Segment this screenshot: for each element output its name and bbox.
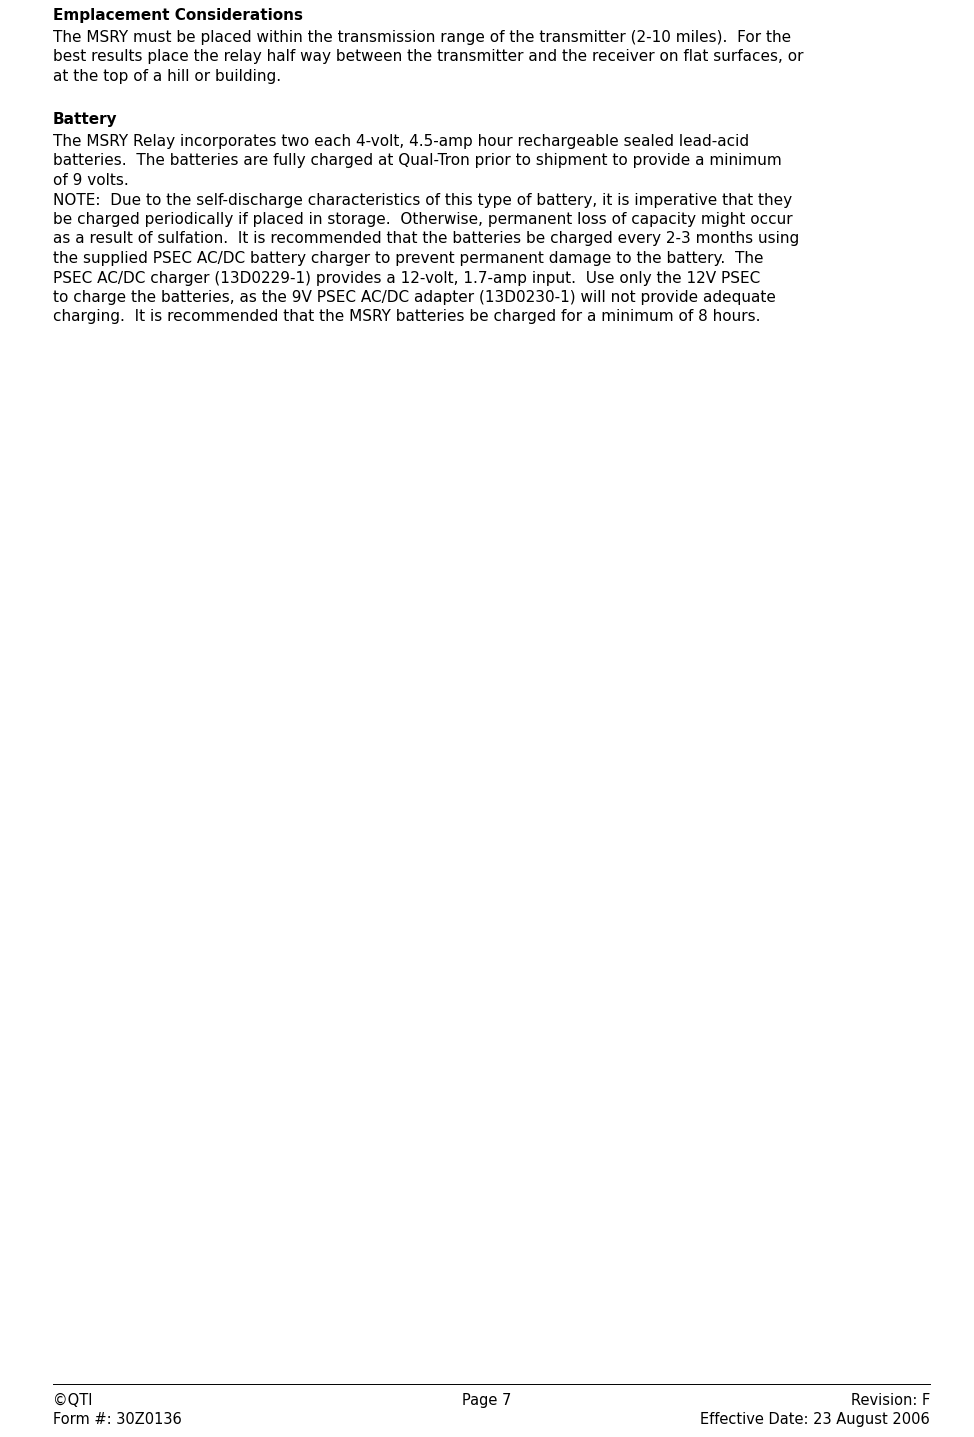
Text: Form #: 30Z0136: Form #: 30Z0136 bbox=[53, 1413, 182, 1427]
Text: The MSRY Relay incorporates two each 4-volt, 4.5-amp hour rechargeable sealed le: The MSRY Relay incorporates two each 4-v… bbox=[53, 134, 749, 149]
Text: Revision: F: Revision: F bbox=[850, 1392, 930, 1408]
Text: at the top of a hill or building.: at the top of a hill or building. bbox=[53, 69, 281, 83]
Text: Effective Date: 23 August 2006: Effective Date: 23 August 2006 bbox=[700, 1413, 930, 1427]
Text: batteries.  The batteries are fully charged at Qual-Tron prior to shipment to pr: batteries. The batteries are fully charg… bbox=[53, 154, 782, 168]
Text: the supplied PSEC AC/DC battery charger to prevent permanent damage to the batte: the supplied PSEC AC/DC battery charger … bbox=[53, 251, 764, 266]
Text: ©QTI: ©QTI bbox=[53, 1392, 93, 1408]
Text: PSEC AC/DC charger (13D0229-1) provides a 12-volt, 1.7-amp input.  Use only the : PSEC AC/DC charger (13D0229-1) provides … bbox=[53, 270, 761, 286]
Text: to charge the batteries, as the 9V PSEC AC/DC adapter (13D0230-1) will not provi: to charge the batteries, as the 9V PSEC … bbox=[53, 290, 776, 305]
Text: Page 7: Page 7 bbox=[463, 1392, 511, 1408]
Text: best results place the relay half way between the transmitter and the receiver o: best results place the relay half way be… bbox=[53, 49, 804, 65]
Text: be charged periodically if placed in storage.  Otherwise, permanent loss of capa: be charged periodically if placed in sto… bbox=[53, 213, 793, 227]
Text: as a result of sulfation.  It is recommended that the batteries be charged every: as a result of sulfation. It is recommen… bbox=[53, 231, 800, 247]
Text: charging.  It is recommended that the MSRY batteries be charged for a minimum of: charging. It is recommended that the MSR… bbox=[53, 309, 761, 325]
Text: Battery: Battery bbox=[53, 112, 118, 126]
Text: Emplacement Considerations: Emplacement Considerations bbox=[53, 9, 303, 23]
Text: The MSRY must be placed within the transmission range of the transmitter (2-10 m: The MSRY must be placed within the trans… bbox=[53, 30, 791, 45]
Text: of 9 volts.: of 9 volts. bbox=[53, 172, 129, 188]
Text: NOTE:  Due to the self-discharge characteristics of this type of battery, it is : NOTE: Due to the self-discharge characte… bbox=[53, 193, 792, 207]
